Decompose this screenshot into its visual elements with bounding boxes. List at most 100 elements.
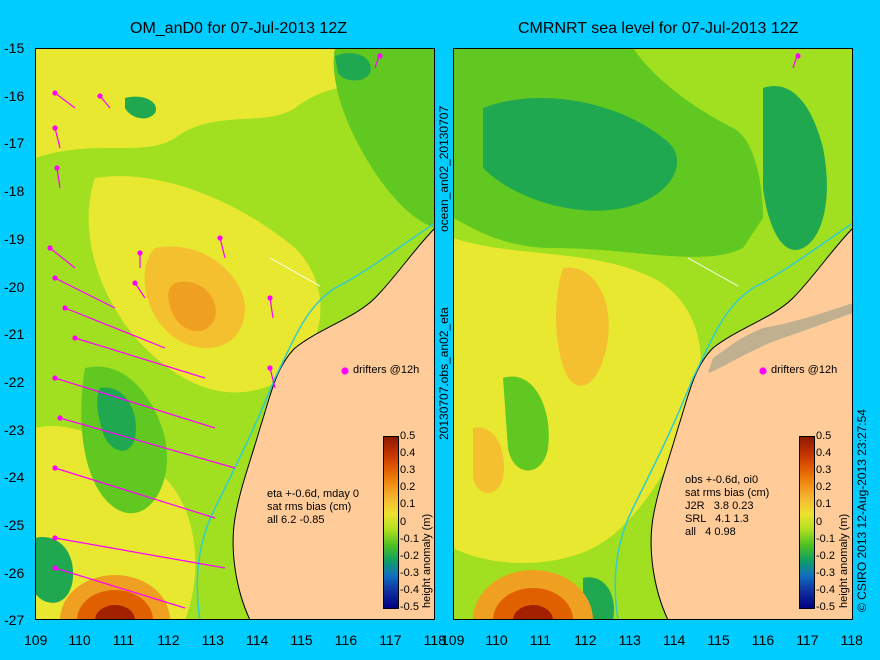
lon-tick-label: 113 [201,632,224,648]
lon-tick-label: 110 [68,632,91,648]
colorbar-tick-label: 0.1 [816,498,832,511]
colorbar-tick-label: -0.2 [400,549,419,562]
lon-tick-label: 111 [112,632,135,648]
drifter-tracks [759,52,801,375]
lon-tick-label: 112 [574,632,597,648]
section-line [269,257,321,287]
lat-tick-label: -24 [4,469,25,486]
stats-line-4: SRL 4.1 1.3 [685,513,749,525]
colorbar-tick-label: 0.2 [400,481,416,494]
lat-tick-label: -22 [4,373,25,390]
lon-tick-label: 109 [441,632,465,648]
left-map-svg [35,48,435,620]
lat-tick-label: -17 [4,135,25,152]
copyright-label: © CSIRO 2013 12-Aug-2013 23:27:54 [855,409,869,612]
lat-tick-label: -25 [4,517,25,533]
lon-tick-label: 115 [290,632,313,648]
green-region [763,86,827,250]
stats-line-5: all 4 0.98 [685,526,736,538]
colorbar-tick-label: 0 [400,515,407,528]
lon-tick-label: 113 [618,632,641,648]
lat-tick-label: -18 [4,183,25,200]
lat-tick-label: -27 [4,612,25,629]
lat-tick-label: -16 [4,87,25,104]
colorbar-tick-label: 0.2 [816,481,832,494]
green-region [483,98,678,211]
lon-tick-label: 118 [840,632,863,648]
right-panel-title: CMRNRT sea level for 07-Jul-2013 12Z [518,20,799,37]
colorbar-tick-label: 0.1 [400,498,416,511]
colorbar-tick-label: 0.3 [816,464,832,477]
left-map-panel: drifters @12h eta +-0.6d, mday 0 sat rms… [35,48,435,620]
drifter-tracks [47,52,383,609]
left-colorbar [383,436,399,609]
lon-tick-label: 110 [485,632,508,648]
colorbar-tick-label: -0.5 [816,601,835,613]
lon-tick-label: 116 [751,632,775,648]
left-colorbar-label: height anomaly (m) [421,513,433,608]
lon-tick-label: 117 [379,632,402,648]
isobath-line [614,222,853,620]
lon-tick-label: 114 [663,632,686,648]
lat-tick-label: -21 [4,326,25,343]
colorbar-tick-label: 0.5 [816,430,832,442]
green-region [333,48,435,228]
lon-tick-label: 112 [157,632,180,648]
lat-tick-label: -20 [4,278,25,295]
stats-line-3: all 6.2 -0.85 [267,514,325,526]
lon-tick-label: 117 [796,632,819,648]
isobath-line [196,222,435,620]
lon-tick-label: 116 [334,632,358,648]
green-region [97,387,136,451]
lat-tick-label: -26 [4,564,25,581]
left-side-label: ocean_an02_20130707 [437,105,451,232]
lat-tick-label: -23 [4,421,25,438]
orange-region [473,427,504,493]
right-side-label: 20130707.obs_an02_eta [437,307,451,440]
stats-line-1: obs +-0.6d, oi0 [685,474,759,486]
right-map-svg [453,48,853,620]
lon-tick-label: 118 [423,632,446,648]
colorbar-tick-label: -0.4 [816,583,835,596]
colorbar-tick-label: 0.4 [816,447,832,460]
green-region [335,53,371,81]
warm-eddy [95,605,135,620]
left-panel-title: OM_anD0 for 07-Jul-2013 12Z [130,20,347,37]
right-map-panel: drifters @12h obs +-0.6d, oi0 sat rms bi… [453,48,853,620]
warm-eddy [513,605,553,620]
colorbar-tick-label: -0.3 [816,566,835,579]
green-region [503,376,549,471]
yellow-region [453,238,701,563]
green-region [125,96,156,119]
lon-tick-label: 115 [707,632,730,648]
colorbar-tick-label: 0.4 [400,447,416,460]
lat-tick-label: -19 [4,230,25,247]
orange-region [168,281,216,332]
colorbar-tick-label: 0.5 [400,430,416,442]
colorbar-tick-label: -0.1 [816,532,835,545]
stats-line-2: sat rms bias (cm) [685,487,770,499]
stats-line-2: sat rms bias (cm) [267,501,352,513]
panel-border [35,48,435,620]
colorbar-tick-label: -0.1 [400,532,419,545]
panel-border [453,48,853,620]
stats-line-1: eta +-0.6d, mday 0 [267,488,360,500]
orange-region [556,267,609,386]
warm-eddy [493,588,573,620]
right-colorbar [799,436,815,609]
lat-tick-label: -15 [4,40,25,56]
colorbar-tick-label: -0.4 [400,583,419,596]
stats-line-3: J2R 3.8 0.23 [685,500,754,512]
lon-tick-label: 114 [246,632,269,648]
right-colorbar-label: height anomaly (m) [838,513,850,608]
section-line [687,257,739,287]
lon-tick-label: 109 [24,632,48,648]
masked-shelf [708,303,853,373]
colorbar-tick-label: 0.3 [400,464,416,477]
colorbar-tick-label: -0.3 [400,566,419,579]
colorbar-tick-label: -0.2 [816,549,835,562]
colorbar-tick-label: 0 [816,515,823,528]
drifters-label: drifters @12h [771,364,838,376]
lon-tick-label: 111 [529,632,552,648]
drifters-label: drifters @12h [353,364,420,376]
